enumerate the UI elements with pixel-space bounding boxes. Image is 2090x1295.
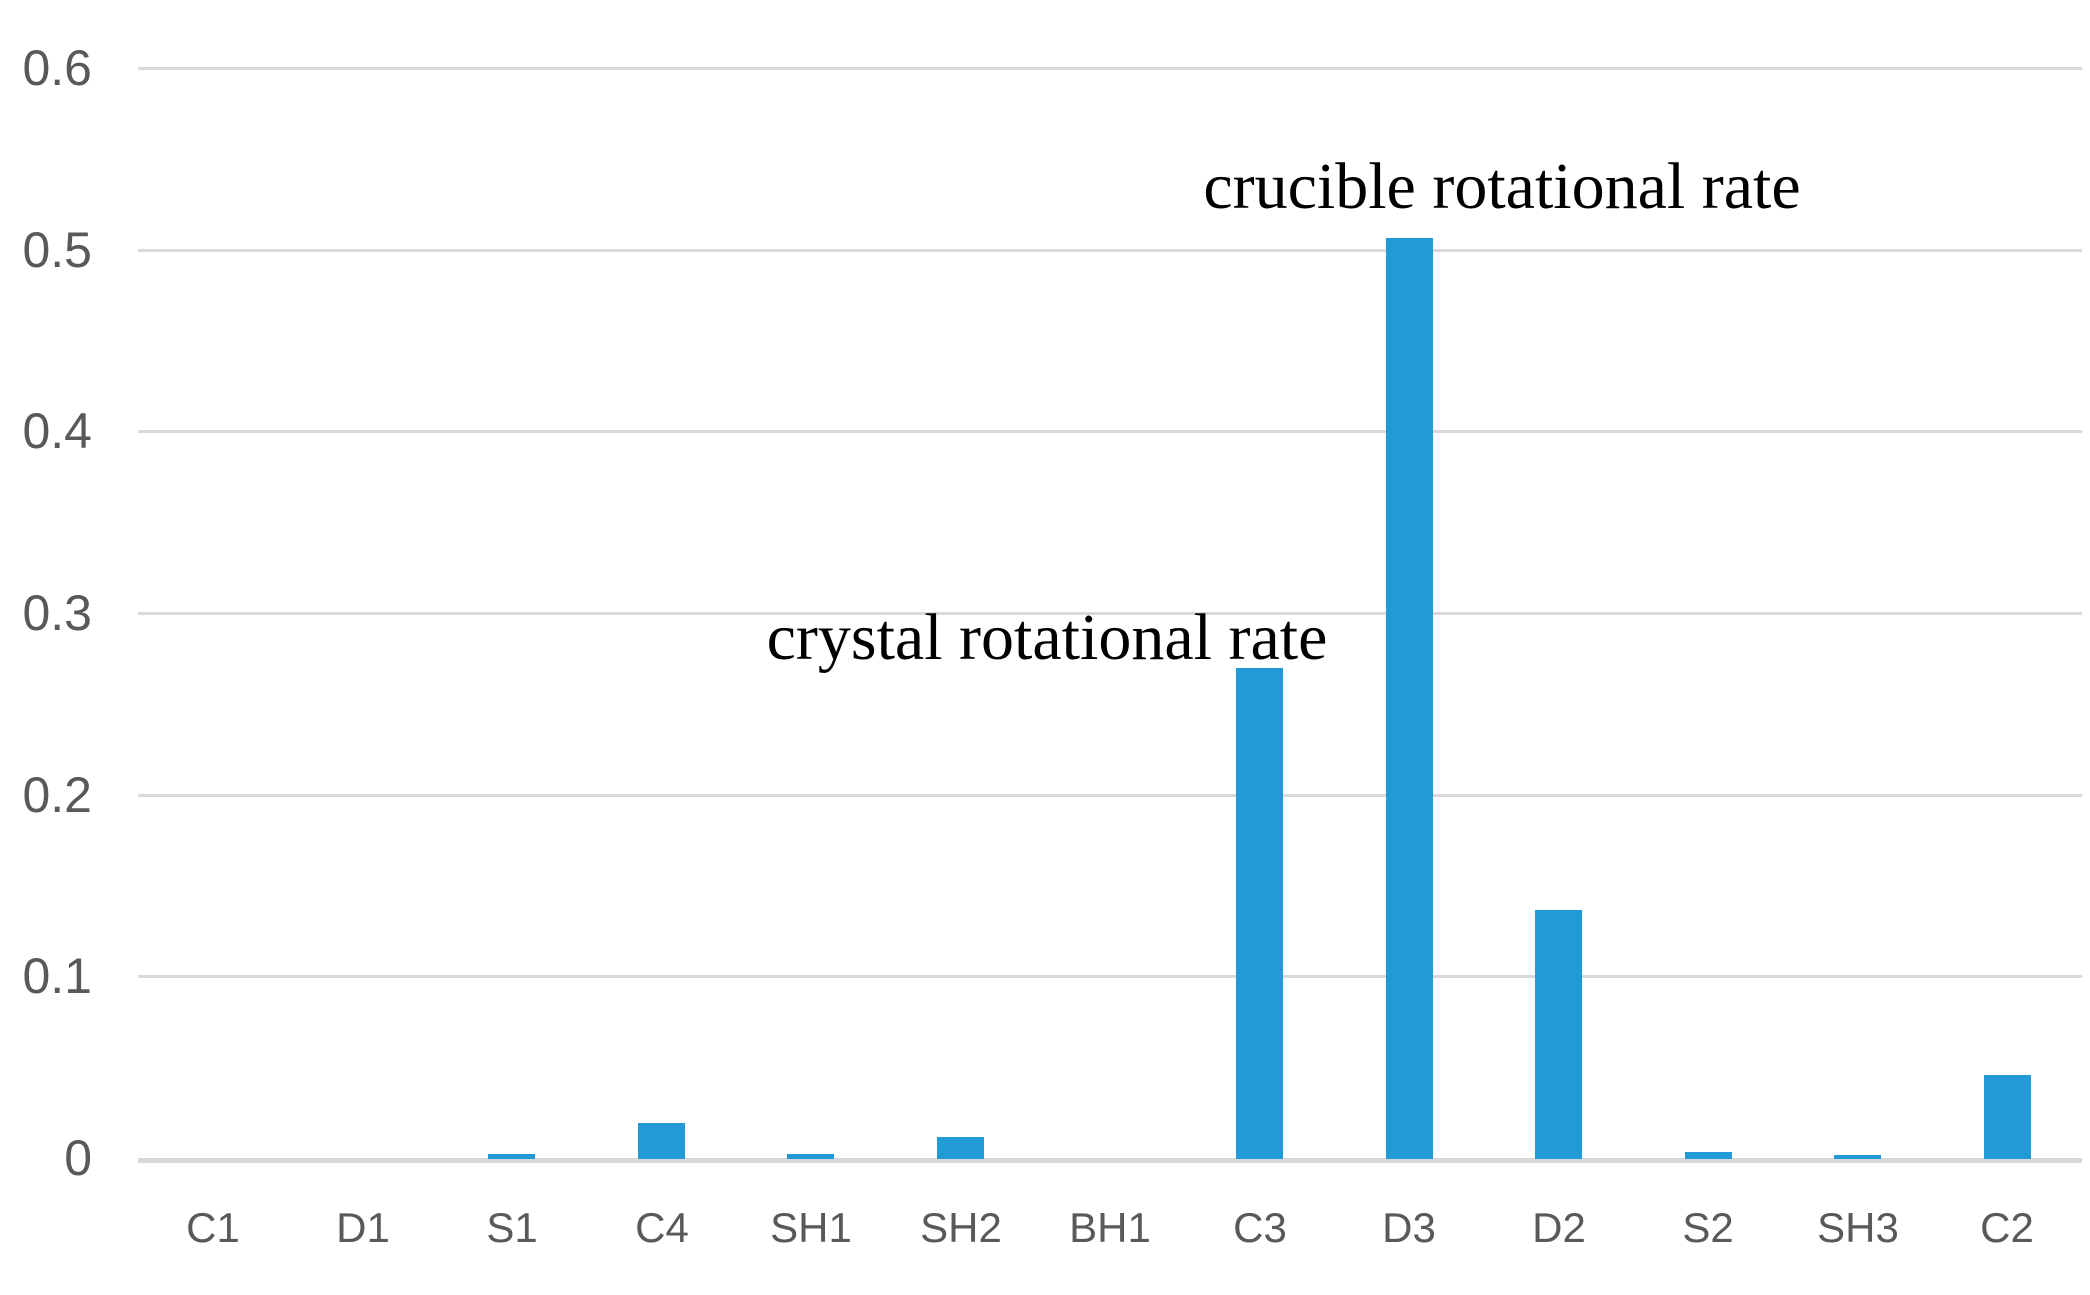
x-tick-label-D1: D1 [336,1204,390,1251]
bar-SH2 [937,1137,984,1159]
bar-C4 [638,1123,685,1159]
y-tick-label: 0.1 [22,948,92,1005]
horizontal-gridline [138,611,2082,615]
bar-SH3 [1834,1155,1881,1159]
annotation-C3: crystal rotational rate [766,601,1328,674]
bar-C3 [1236,668,1283,1159]
horizontal-gridline [138,793,2082,797]
y-tick-label: 0.4 [22,403,92,460]
annotation-D3: crucible rotational rate [1203,150,1801,223]
y-tick-label: 0.2 [22,766,92,823]
horizontal-gridline [138,430,2082,434]
x-tick-label-C2: C2 [1980,1204,2034,1251]
y-tick-label: 0.6 [22,39,92,96]
y-tick-label: 0 [64,1130,92,1186]
x-tick-label-C1: C1 [186,1204,240,1251]
x-tick-label-D3: D3 [1382,1204,1436,1251]
x-tick-label-SH2: SH2 [920,1204,1002,1251]
bar-SH1 [787,1154,834,1159]
horizontal-gridline [138,248,2082,252]
x-tick-label-C4: C4 [635,1204,689,1251]
bar-D2 [1535,910,1582,1159]
x-tick-label-S2: S2 [1682,1204,1734,1251]
bar-D3 [1386,238,1433,1159]
x-tick-label-C3: C3 [1233,1204,1287,1251]
x-tick-label-SH1: SH1 [770,1204,852,1251]
horizontal-gridline [138,66,2082,70]
x-tick-label-D2: D2 [1532,1204,1586,1251]
x-tick-label-BH1: BH1 [1069,1204,1151,1251]
horizontal-gridline [138,975,2082,979]
x-tick-label-S1: S1 [486,1204,538,1251]
x-tick-label-SH3: SH3 [1817,1204,1899,1251]
bar-S2 [1685,1152,1732,1159]
y-tick-label: 0.3 [22,584,92,641]
bar-C2 [1984,1075,2031,1159]
bar-S1 [488,1154,535,1159]
x-axis-line [138,1158,2082,1163]
y-tick-label: 0.5 [22,221,92,278]
